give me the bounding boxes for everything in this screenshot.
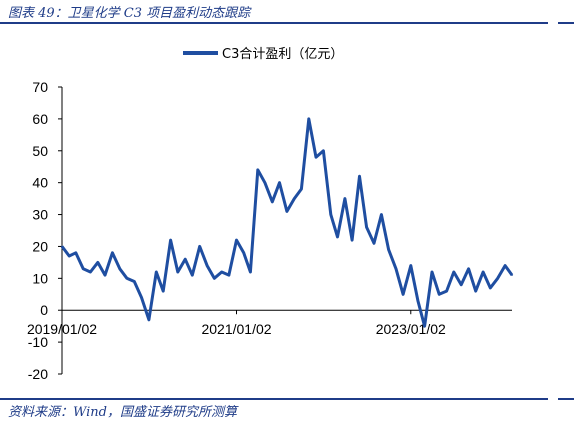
data-point [155,271,158,273]
data-point [68,255,70,257]
data-point [330,213,332,216]
data-point [417,299,419,302]
data-point [344,197,346,200]
data-point [351,239,353,241]
data-point [373,242,375,245]
data-point [75,252,77,254]
data-point [453,271,455,273]
data-point [293,197,296,200]
data-point [511,274,513,276]
y-axis: -20 -10 0 10 20 30 40 50 60 70 [28,79,62,382]
data-point [438,293,441,296]
data-point [191,274,194,276]
data-point [482,271,484,273]
legend: C3合计盈利（亿元） [183,47,343,62]
data-point [61,245,63,248]
y-tick-label: 10 [32,270,48,286]
data-point [300,188,303,190]
y-tick-label: 20 [32,238,48,254]
data-point [140,296,143,299]
data-point [431,271,433,273]
series-layer [60,117,514,328]
data-point [278,181,281,184]
data-point [402,293,404,296]
y-tick-label: 40 [32,175,48,191]
y-tick-label: 70 [32,79,48,95]
data-point [249,271,252,273]
data-point [177,271,179,273]
data-point [286,210,288,213]
data-point [184,258,186,261]
data-point [235,239,238,241]
data-point [119,268,121,270]
y-tick-label: 50 [32,143,48,159]
y-tick-label: -10 [28,334,48,350]
data-point [387,248,390,251]
data-point [467,268,470,270]
data-point [97,261,99,264]
data-point [213,277,216,280]
data-point [111,252,114,254]
data-point [423,325,426,328]
data-point [496,277,499,280]
data-point [264,181,266,184]
data-point [104,274,106,276]
y-tick-label: -20 [28,366,48,382]
data-point [133,280,136,283]
x-tick-label: 2021/01/02 [201,321,271,337]
data-point [220,271,223,273]
data-point [474,290,477,292]
data-point [489,287,492,289]
data-point [257,169,259,171]
x-tick-label: 2023/01/02 [376,321,446,337]
legend-label: C3合计盈利（亿元） [222,47,343,62]
y-tick-label: 0 [40,302,48,318]
data-point [89,271,92,273]
data-point [162,290,164,292]
bottom-divider [0,398,548,400]
top-divider [0,22,548,24]
top-divider-right [558,22,574,24]
data-point [395,268,397,270]
data-point [308,118,310,120]
data-point [82,268,84,270]
bottom-divider-right [558,398,574,400]
data-point [198,245,201,248]
data-point [504,264,506,267]
data-point [271,201,274,203]
data-point [169,239,172,241]
data-point [126,277,128,280]
source-note: 资料来源：Wind，国盛证券研究所测算 [8,405,237,420]
data-point [365,226,368,229]
x-axis: 2019/01/02 2021/01/02 2023/01/02 [27,310,446,337]
data-point [148,319,150,321]
data-point [315,156,317,158]
data-point [358,175,361,178]
y-tick-label: 60 [32,111,48,127]
series-line [60,117,514,328]
data-point [206,264,208,267]
data-point [322,150,325,152]
data-point [380,213,383,216]
data-point [336,236,339,238]
data-point [410,264,412,267]
data-point [460,283,463,286]
data-point [242,252,245,254]
data-point [445,290,448,292]
figure-caption: 图表 49：卫星化学 C3 项目盈利动态跟踪 [8,6,251,21]
y-tick-label: 30 [32,207,48,223]
data-point [228,274,230,276]
